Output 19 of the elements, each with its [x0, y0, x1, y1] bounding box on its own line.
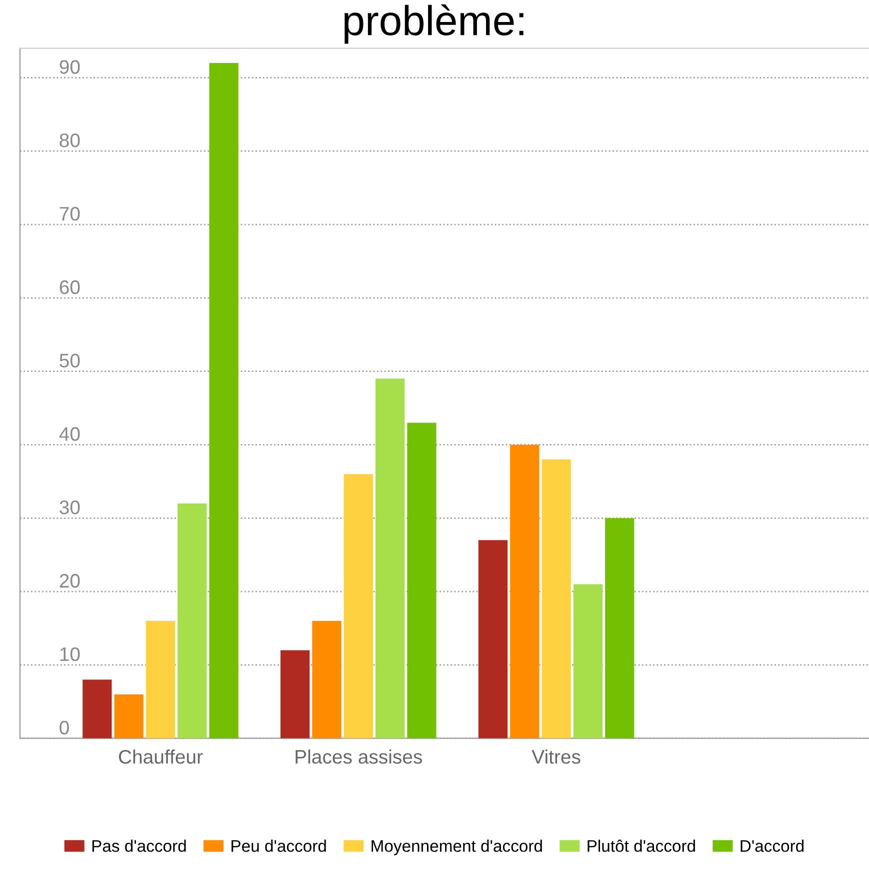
y-tick-label: 0 [60, 720, 69, 735]
legend-label: Peu d'accord [232, 840, 326, 852]
y-tick-label: 50 [60, 354, 80, 368]
y-tick-label: 60 [60, 280, 80, 294]
y-tick-label: 90 [60, 60, 80, 74]
x-tick-label: Chauffeur [118, 749, 203, 764]
chart-title: problème: [344, 4, 524, 44]
legend-label: Plutôt d'accord [588, 840, 695, 852]
y-tick-label: 30 [60, 500, 80, 514]
y-tick-label: 40 [59, 427, 80, 441]
x-tick-label: Vitres [532, 749, 580, 764]
y-tick-label: 10 [60, 647, 80, 662]
x-tick-label: Places assises [296, 749, 422, 764]
legend-label: D'accord [740, 840, 804, 852]
y-tick-label: 80 [60, 134, 80, 148]
legend-label: Moyennement d'accord [372, 840, 542, 856]
y-tick-label: 20 [60, 574, 80, 588]
y-tick-label: 70 [60, 206, 80, 221]
legend-label: Pas d'accord [92, 840, 186, 852]
